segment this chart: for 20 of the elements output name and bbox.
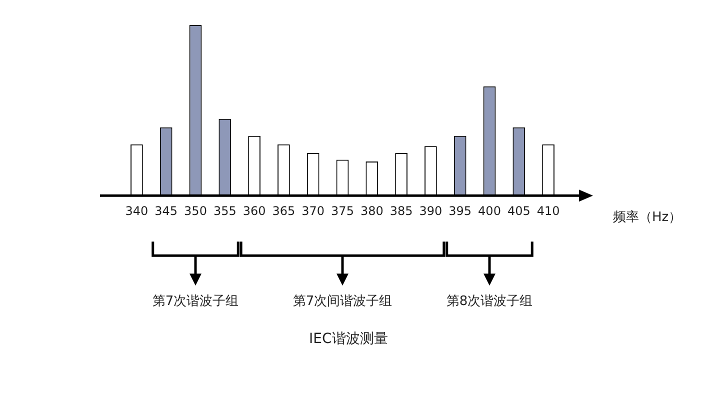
x-tick-label: 400: [478, 204, 501, 218]
text: IEC谐波测量: [309, 330, 388, 348]
x-tick-label: 355: [213, 204, 236, 218]
x-tick-label: 405: [507, 204, 530, 218]
x-tick-label: 410: [536, 204, 560, 218]
x-tick-label: 345: [154, 204, 178, 218]
x-tick-label: 350: [184, 204, 207, 218]
x-axis-title: 频率（Hz）: [613, 208, 682, 226]
x-tick-label: 380: [360, 204, 384, 218]
x-tick-label: 360: [242, 204, 266, 218]
x-tick-label: 340: [125, 204, 148, 218]
x-tick-label: 370: [302, 204, 325, 218]
x-tick-label: 365: [272, 204, 296, 218]
text: 第7次谐波子组: [152, 292, 239, 310]
x-tick-label: 390: [419, 204, 442, 218]
x-tick-label: 395: [448, 204, 472, 218]
text: 第8次谐波子组: [446, 292, 533, 310]
x-tick-label: 375: [331, 204, 354, 218]
text: 第7次间谐波子组: [292, 292, 392, 310]
x-tick-label: 385: [390, 204, 413, 218]
